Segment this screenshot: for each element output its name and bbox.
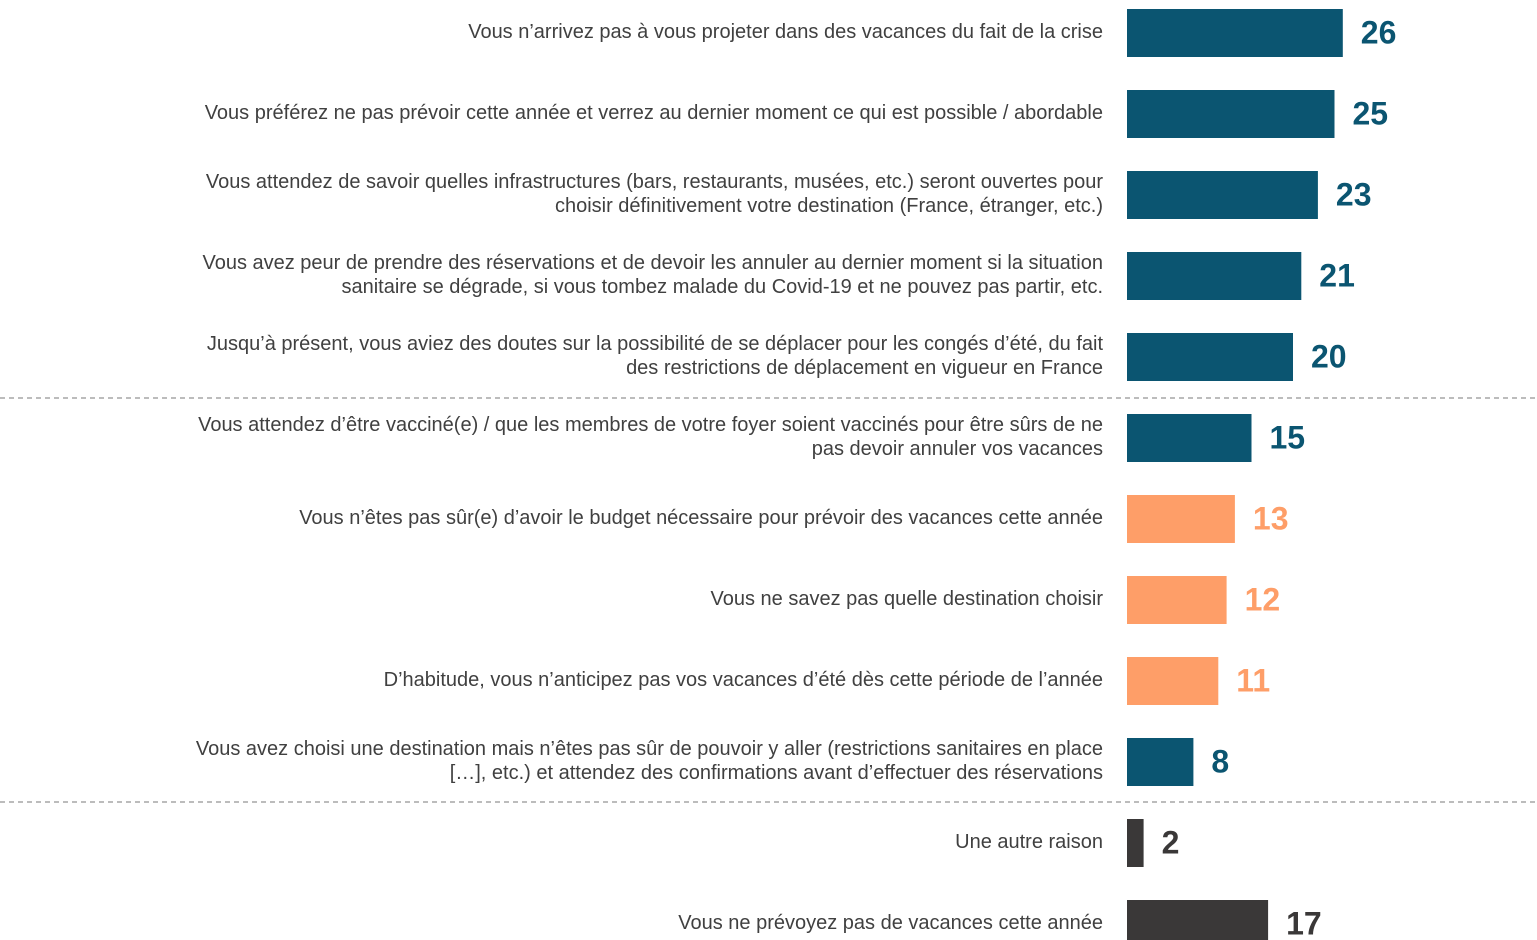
bar bbox=[1127, 738, 1194, 786]
category-label: Une autre raison bbox=[955, 831, 1103, 853]
value-label: 2 bbox=[1162, 824, 1180, 860]
value-label: 21 bbox=[1319, 257, 1355, 293]
category-label: Vous avez peur de prendre des réservatio… bbox=[202, 252, 1103, 298]
bar bbox=[1127, 819, 1144, 867]
category-label: D’habitude, vous n’anticipez pas vos vac… bbox=[384, 669, 1103, 691]
bar bbox=[1127, 171, 1318, 219]
value-label: 20 bbox=[1311, 338, 1347, 374]
category-label: Vous avez choisi une destination mais n’… bbox=[196, 738, 1103, 784]
category-label: Vous attendez de savoir quelles infrastr… bbox=[206, 171, 1103, 217]
value-label: 13 bbox=[1253, 500, 1289, 536]
category-label: Vous préférez ne pas prévoir cette année… bbox=[205, 102, 1103, 124]
category-label: Vous ne prévoyez pas de vacances cette a… bbox=[678, 912, 1103, 934]
value-label: 12 bbox=[1245, 581, 1281, 617]
bar bbox=[1127, 576, 1227, 624]
category-label: Vous attendez d’être vacciné(e) / que le… bbox=[198, 414, 1103, 460]
bar bbox=[1127, 657, 1219, 705]
category-label: Jusqu’à présent, vous aviez des doutes s… bbox=[207, 333, 1104, 379]
category-label: Vous n’arrivez pas à vous projeter dans … bbox=[468, 21, 1103, 43]
value-label: 25 bbox=[1353, 95, 1389, 131]
bar bbox=[1127, 495, 1235, 543]
bar bbox=[1127, 414, 1252, 462]
bar bbox=[1127, 900, 1269, 940]
bar bbox=[1127, 90, 1335, 138]
bar bbox=[1127, 252, 1302, 300]
value-label: 17 bbox=[1286, 905, 1322, 940]
value-label: 23 bbox=[1336, 176, 1372, 212]
bar bbox=[1127, 333, 1293, 381]
category-label: Vous ne savez pas quelle destination cho… bbox=[711, 588, 1104, 610]
value-label: 15 bbox=[1270, 419, 1306, 455]
value-label: 11 bbox=[1236, 662, 1270, 698]
value-label: 26 bbox=[1361, 14, 1397, 50]
category-label: Vous n’êtes pas sûr(e) d’avoir le budget… bbox=[299, 507, 1103, 529]
bar bbox=[1127, 9, 1343, 57]
value-label: 8 bbox=[1211, 743, 1229, 779]
